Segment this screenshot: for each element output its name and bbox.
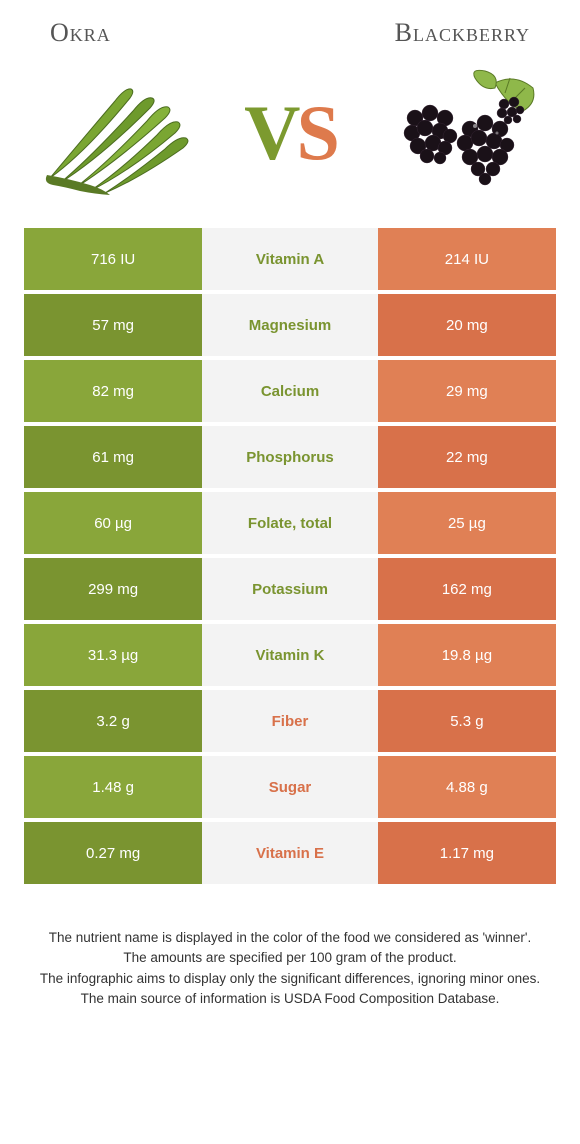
left-value: 1.48 g bbox=[24, 756, 202, 818]
right-value: 20 mg bbox=[378, 294, 556, 356]
footnotes: The nutrient name is displayed in the co… bbox=[0, 888, 580, 1009]
nutrient-label: Phosphorus bbox=[202, 426, 378, 488]
nutrient-row: 716 IUVitamin A214 IU bbox=[24, 228, 556, 290]
right-value: 25 µg bbox=[378, 492, 556, 554]
right-value: 5.3 g bbox=[378, 690, 556, 752]
footnote-line: The amounts are specified per 100 gram o… bbox=[30, 948, 550, 968]
vs-v: V bbox=[244, 89, 296, 176]
footnote-line: The nutrient name is displayed in the co… bbox=[30, 928, 550, 948]
footnote-line: The main source of information is USDA F… bbox=[30, 989, 550, 1009]
right-value: 4.88 g bbox=[378, 756, 556, 818]
nutrient-label: Calcium bbox=[202, 360, 378, 422]
left-value: 82 mg bbox=[24, 360, 202, 422]
right-food-title: Blackberry bbox=[395, 18, 530, 48]
nutrient-row: 0.27 mgVitamin E1.17 mg bbox=[24, 822, 556, 884]
right-value: 29 mg bbox=[378, 360, 556, 422]
left-value: 60 µg bbox=[24, 492, 202, 554]
nutrient-label: Vitamin K bbox=[202, 624, 378, 686]
nutrient-label: Potassium bbox=[202, 558, 378, 620]
nutrient-row: 57 mgMagnesium20 mg bbox=[24, 294, 556, 356]
left-value: 299 mg bbox=[24, 558, 202, 620]
right-value: 22 mg bbox=[378, 426, 556, 488]
right-value: 1.17 mg bbox=[378, 822, 556, 884]
header-row: Okra Blackberry bbox=[0, 0, 580, 58]
images-row: VS bbox=[0, 58, 580, 228]
right-value: 214 IU bbox=[378, 228, 556, 290]
left-value: 61 mg bbox=[24, 426, 202, 488]
blackberry-image bbox=[375, 63, 545, 203]
left-value: 3.2 g bbox=[24, 690, 202, 752]
left-value: 31.3 µg bbox=[24, 624, 202, 686]
left-food-title: Okra bbox=[50, 18, 111, 48]
nutrient-row: 1.48 gSugar4.88 g bbox=[24, 756, 556, 818]
nutrient-label: Magnesium bbox=[202, 294, 378, 356]
left-value: 716 IU bbox=[24, 228, 202, 290]
nutrient-row: 61 mgPhosphorus22 mg bbox=[24, 426, 556, 488]
nutrient-label: Folate, total bbox=[202, 492, 378, 554]
vs-s: S bbox=[296, 89, 335, 176]
nutrient-row: 82 mgCalcium29 mg bbox=[24, 360, 556, 422]
vs-label: VS bbox=[244, 88, 336, 178]
nutrient-label: Fiber bbox=[202, 690, 378, 752]
nutrient-row: 31.3 µgVitamin K19.8 µg bbox=[24, 624, 556, 686]
left-value: 57 mg bbox=[24, 294, 202, 356]
right-value: 19.8 µg bbox=[378, 624, 556, 686]
nutrient-label: Sugar bbox=[202, 756, 378, 818]
okra-image bbox=[35, 63, 205, 203]
nutrient-label: Vitamin A bbox=[202, 228, 378, 290]
nutrient-row: 3.2 gFiber5.3 g bbox=[24, 690, 556, 752]
comparison-table: 716 IUVitamin A214 IU57 mgMagnesium20 mg… bbox=[0, 228, 580, 884]
right-value: 162 mg bbox=[378, 558, 556, 620]
nutrient-row: 299 mgPotassium162 mg bbox=[24, 558, 556, 620]
nutrient-label: Vitamin E bbox=[202, 822, 378, 884]
footnote-line: The infographic aims to display only the… bbox=[30, 969, 550, 989]
left-value: 0.27 mg bbox=[24, 822, 202, 884]
nutrient-row: 60 µgFolate, total25 µg bbox=[24, 492, 556, 554]
